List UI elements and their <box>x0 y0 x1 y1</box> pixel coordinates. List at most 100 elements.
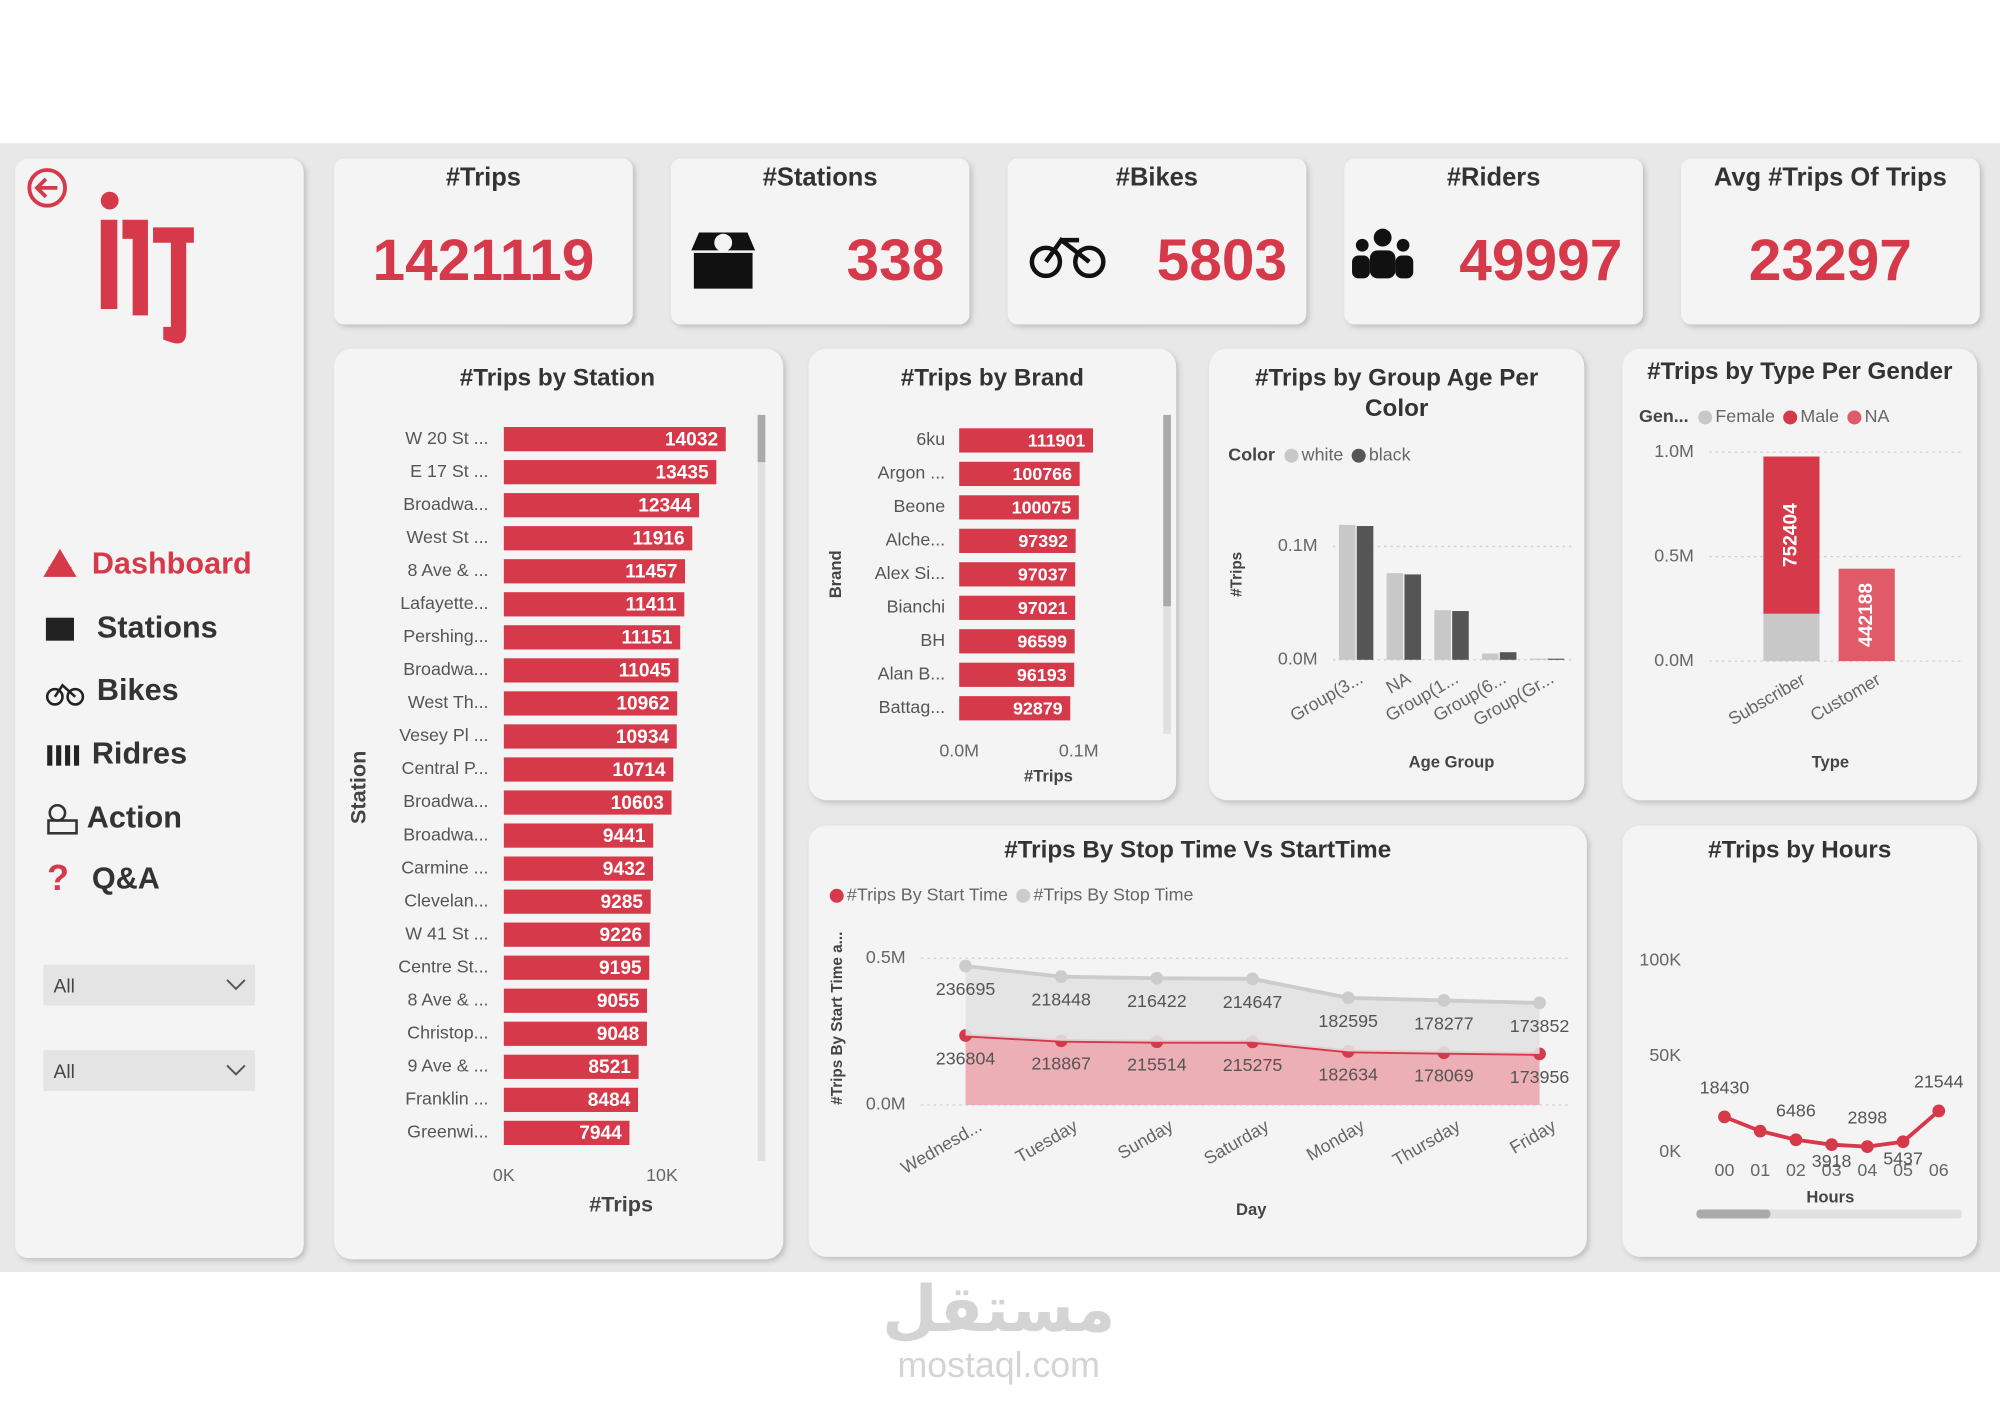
legend-item: Female <box>1715 406 1775 426</box>
bar <box>959 428 1093 453</box>
y-tick-label: Pershing... <box>403 626 488 646</box>
nav-item[interactable]: Dashboard <box>92 547 252 581</box>
data-label: 752404 <box>1781 503 1802 567</box>
chart-title-text: #Trips by Brand <box>900 365 1084 392</box>
y-tick-label: 0K <box>1659 1141 1681 1161</box>
x-tick-label: 00 <box>1715 1160 1735 1180</box>
x-tick-label: 04 <box>1857 1160 1877 1180</box>
kpi-card <box>1344 158 1643 325</box>
x-tick-label: 0.0M <box>939 740 979 760</box>
chart-title-text: #Trips by Type Per Gender <box>1647 358 1953 386</box>
y-tick-label: Broadwa... <box>403 494 488 514</box>
y-tick-label: Franklin ... <box>405 1089 488 1109</box>
y-axis-title: Brand <box>826 550 845 598</box>
data-label: 173956 <box>1510 1067 1570 1087</box>
nav-item[interactable]: Ridres <box>92 737 187 771</box>
y-tick-label: 9 Ave & ... <box>408 1056 489 1076</box>
filter-boxes[interactable] <box>43 964 256 1091</box>
data-label: 21544 <box>1914 1072 1964 1092</box>
bar <box>503 658 679 683</box>
scroll-thumb[interactable] <box>1696 1209 1771 1219</box>
legend-item: black <box>1369 444 1411 464</box>
legend-title: Gen... <box>1639 406 1689 426</box>
data-label: 18430 <box>1700 1078 1750 1098</box>
point <box>1718 1110 1731 1124</box>
point <box>1789 1133 1803 1147</box>
y-tick-label: Lafayette... <box>400 593 488 613</box>
point <box>1896 1135 1910 1149</box>
bar <box>503 427 726 452</box>
y-axis-title: #Trips By Start Time a... <box>829 932 846 1105</box>
y-tick-label: 100K <box>1639 950 1681 970</box>
kpi-value: 5803 <box>1157 228 1288 293</box>
kpi-value: 338 <box>846 228 944 293</box>
nav-item[interactable]: Stations <box>97 610 218 644</box>
legend-item: Male <box>1800 406 1839 426</box>
y-tick-label: Carmine ... <box>401 857 488 877</box>
nav-item[interactable]: Q&A <box>92 862 160 896</box>
data-label: 10934 <box>616 727 670 748</box>
legend-item: NA <box>1865 406 1890 426</box>
kpi-label: #Stations <box>763 164 878 192</box>
y-tick-label: Broadwa... <box>403 791 488 811</box>
legend-swatch <box>1783 410 1798 425</box>
chart-title-text: #Trips by Station <box>459 365 656 392</box>
filter-value: All <box>54 977 75 998</box>
data-label: 442188 <box>1856 583 1877 647</box>
data-label: 215514 <box>1127 1055 1187 1075</box>
y-tick-label: BH <box>920 630 945 650</box>
y-tick-label: Beone <box>894 496 946 516</box>
legend-swatch <box>1284 448 1299 463</box>
bar <box>1499 652 1517 660</box>
y-tick-label: Broadwa... <box>403 659 488 679</box>
scroll-thumb[interactable] <box>1163 414 1171 607</box>
point <box>1753 1124 1767 1138</box>
y-tick-label: West Th... <box>408 692 489 712</box>
x-axis-title: Day <box>1236 1200 1267 1219</box>
y-tick-label: Vesey Pl ... <box>399 725 488 745</box>
bar <box>1386 573 1404 660</box>
bar <box>959 629 1075 654</box>
data-label: 97392 <box>1018 531 1068 551</box>
scroll-thumb[interactable] <box>757 414 766 463</box>
bar <box>503 988 648 1013</box>
data-label: 218448 <box>1031 990 1091 1010</box>
y-tick-label: Alan B... <box>878 664 945 684</box>
data-label: 236695 <box>936 979 996 999</box>
y-tick-label: 1.0M <box>1654 441 1694 461</box>
data-label: 214647 <box>1223 992 1283 1012</box>
bar <box>503 526 693 551</box>
nav-item[interactable]: Action <box>87 800 182 834</box>
chart-title: #Trips by Station <box>459 365 656 392</box>
y-tick-label: W 41 St ... <box>405 923 488 943</box>
data-label: 10603 <box>611 793 664 814</box>
bar-segment <box>1838 568 1895 662</box>
bar-segment <box>1763 613 1820 662</box>
y-tick-label: Central P... <box>402 758 489 778</box>
x-tick-label: 0K <box>493 1165 515 1185</box>
y-tick-label: Argon ... <box>878 463 945 483</box>
nav-item[interactable]: Bikes <box>97 673 179 707</box>
legend-swatch <box>829 888 844 903</box>
x-tick-label: 03 <box>1822 1160 1842 1180</box>
back-button[interactable] <box>27 168 67 208</box>
kpi-value: 23297 <box>1749 228 1912 293</box>
data-label: 9055 <box>597 991 640 1012</box>
y-tick-label: 0.1M <box>1278 535 1318 555</box>
bar <box>503 757 674 782</box>
bar <box>503 1021 647 1046</box>
x-tick-label: 05 <box>1893 1160 1913 1180</box>
y-tick-label: 0.5M <box>866 947 906 967</box>
data-label: 92879 <box>1013 698 1063 718</box>
data-label: 8484 <box>588 1090 631 1111</box>
filter-value: All <box>54 1062 75 1083</box>
point <box>959 959 972 973</box>
y-tick-label: W 20 St ... <box>405 428 488 448</box>
y-tick-label: 0.0M <box>1654 650 1694 670</box>
y-tick-label: 0.0M <box>1278 649 1318 669</box>
point <box>1150 971 1164 985</box>
data-label: 11411 <box>626 595 677 616</box>
legend-title: Color <box>1228 444 1275 464</box>
bar <box>503 823 654 848</box>
data-label: 111901 <box>1028 430 1086 450</box>
